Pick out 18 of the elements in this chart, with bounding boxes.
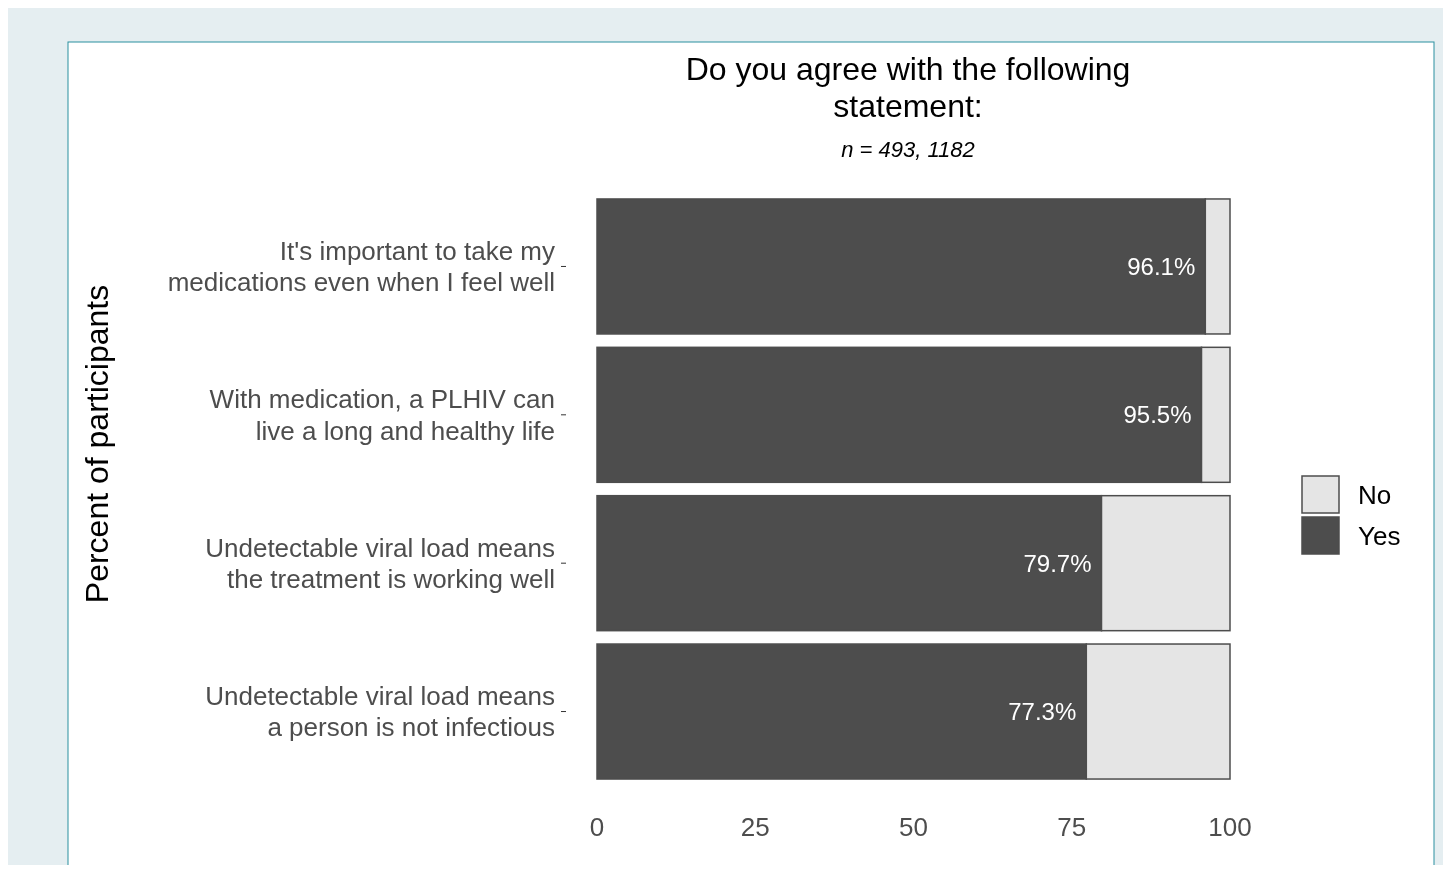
x-tick-label: 50: [899, 812, 928, 842]
data-label: 77.3%: [1008, 697, 1077, 725]
x-tick-label: 25: [740, 812, 770, 842]
data-label: 95.5%: [1123, 401, 1192, 429]
data-label: 79.7%: [1023, 549, 1092, 577]
legend-label: Yes: [1358, 521, 1401, 552]
x-tick-label: 0: [589, 812, 605, 842]
y-tick-label: With medication, a PLHIV can live a long and healthy life: [209, 384, 555, 446]
data-label: 96.1%: [1127, 252, 1196, 280]
y-tick-label: It's important to take my medications even when I feel well: [167, 235, 555, 298]
x-tick-label: 100: [1208, 812, 1252, 842]
chart-title: Do you agree with the following statement:: [685, 51, 1131, 124]
x-tick-label: 75: [1057, 812, 1087, 842]
chart-subtitle: n = 493, 1182: [841, 137, 975, 162]
legend-label: No: [1358, 480, 1392, 511]
y-tick-label: Undetectable viral load means the treatment is working well: [205, 532, 555, 594]
y-axis-title: Percent of participants: [79, 284, 115, 604]
y-tick-label: Undetectable viral load means a person is not infectious: [205, 681, 555, 743]
